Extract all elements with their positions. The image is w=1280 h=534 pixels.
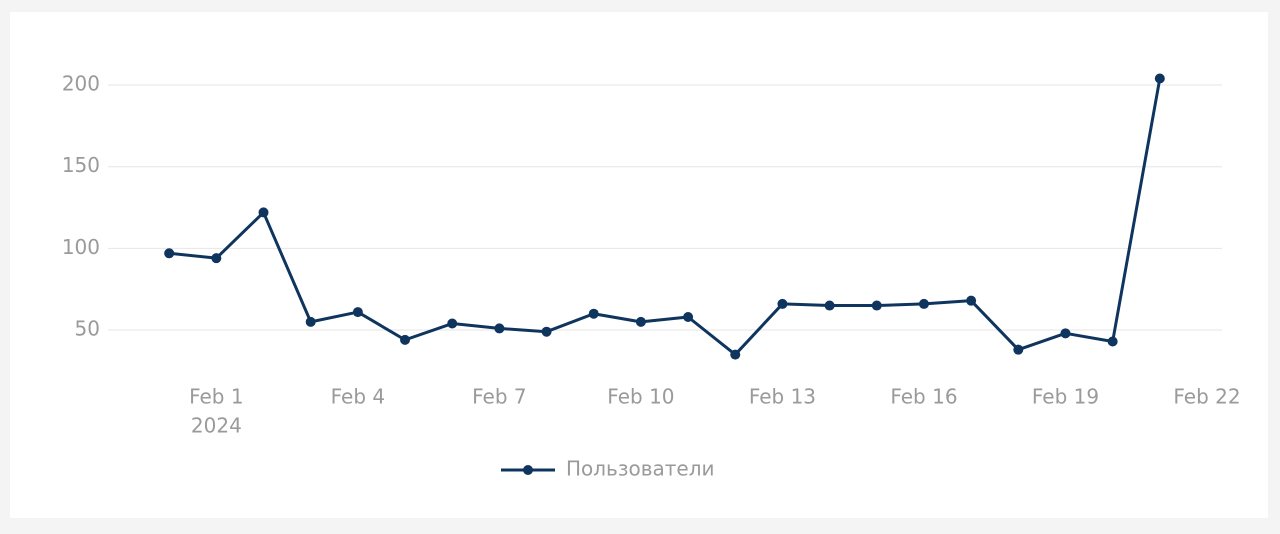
card <box>10 12 1268 518</box>
point <box>541 326 552 337</box>
x-tick-label: Feb 4 <box>331 385 386 409</box>
point <box>305 316 316 327</box>
x-tick-label: Feb 16 <box>890 385 957 409</box>
point <box>1154 73 1165 84</box>
x-tick-label: Feb 13 <box>749 385 816 409</box>
legend-label: Пользователи <box>566 457 715 481</box>
point <box>824 300 835 311</box>
point <box>635 316 646 327</box>
point <box>588 308 599 319</box>
point <box>211 253 222 264</box>
point <box>966 295 977 306</box>
point <box>1060 328 1071 339</box>
point <box>871 300 882 311</box>
x-tick-sublabel: 2024 <box>191 414 242 438</box>
point <box>1107 336 1118 347</box>
point <box>918 298 929 309</box>
line <box>169 78 1162 357</box>
y-tick-label: 150 <box>62 153 100 177</box>
point <box>777 298 788 309</box>
x-tick-label: Feb 10 <box>607 385 674 409</box>
point <box>1013 344 1024 355</box>
x-tick-label: Feb 1 <box>189 385 244 409</box>
point <box>494 323 505 334</box>
x-tick-label: Feb 7 <box>472 385 527 409</box>
point <box>447 318 458 329</box>
point <box>730 349 741 360</box>
y-tick-label: 200 <box>62 72 100 96</box>
y-tick-label: 100 <box>62 235 100 259</box>
legend-marker <box>523 465 533 475</box>
point <box>258 207 269 218</box>
x-tick-label: Feb 19 <box>1032 385 1099 409</box>
y-tick-label: 50 <box>75 317 100 341</box>
point <box>164 248 175 259</box>
point <box>400 334 411 345</box>
x-tick-label: Feb 22 <box>1173 385 1240 409</box>
point <box>683 311 694 322</box>
point <box>352 307 363 318</box>
